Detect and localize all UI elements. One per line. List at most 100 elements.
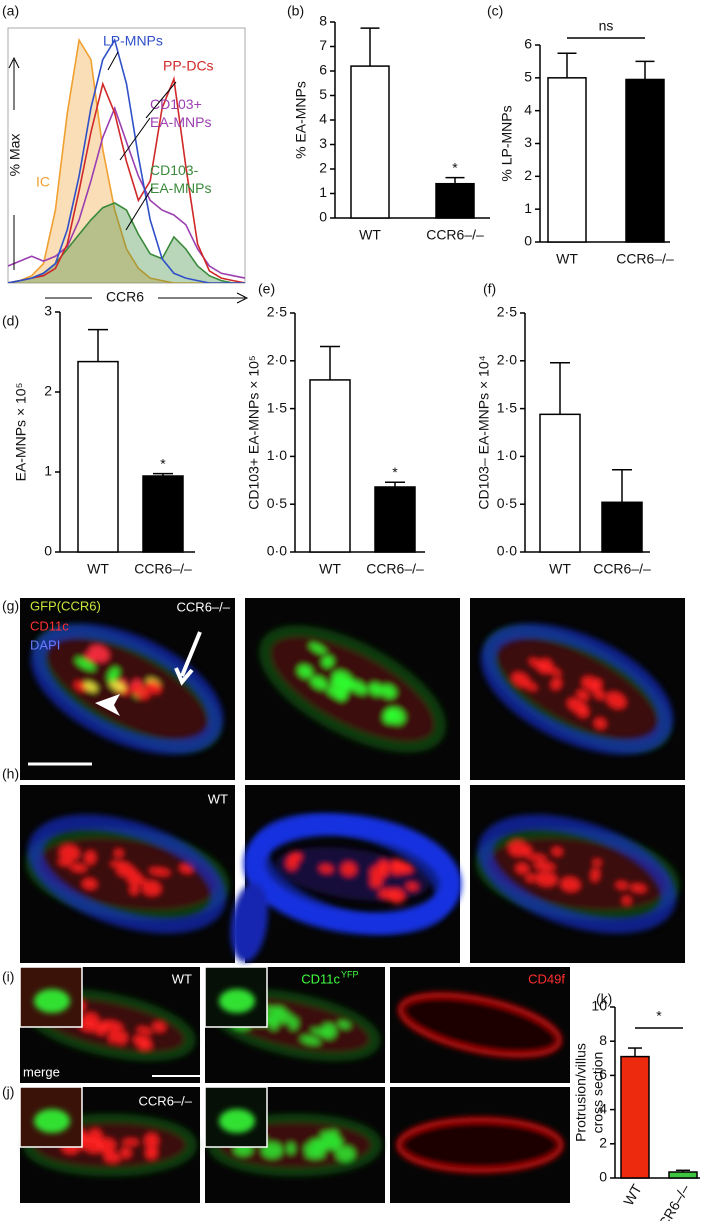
y-tick-label: 2·5 [267,304,287,320]
bar [668,1171,698,1179]
cell [342,678,354,691]
cell [272,1006,286,1016]
y-tick-label: 1·0 [267,447,287,463]
y-tick-label: 3 [319,135,327,151]
significance-label: * [656,1008,662,1024]
x-tick-label: CCR6–/– [366,561,424,577]
y-tick-label: 2·0 [497,352,517,368]
cell [309,643,327,654]
dapi-overlay [27,814,227,934]
cell [551,677,562,690]
panel-label: (h) [2,766,19,782]
cell [114,849,123,858]
y-tick-label: 0 [599,1169,607,1185]
cell [508,840,528,857]
cell [152,1021,166,1032]
series-label: CD103+ EA-MNPs [150,96,211,130]
x-axis-label: CCR6 [106,289,144,305]
panel-label: (c) [487,3,503,19]
plot-frame [7,27,246,284]
cell [341,862,357,877]
bar [539,413,581,553]
x-tick-label: WT [620,1181,645,1208]
cell [337,1021,351,1029]
bar [620,1055,650,1179]
marker-label: CD11c [301,971,340,986]
cell [368,683,383,696]
cell [297,665,313,678]
cell [526,874,536,882]
y-tick-label: 2·0 [267,352,287,368]
y-tick-label: 0·5 [267,495,287,511]
cell [593,689,606,700]
y-axis-label: % LP-MNPs [499,105,515,181]
series-label: CD103-EA-MNPs [150,162,211,196]
y-axis-label: CD103– EA-MNPs × 10⁴ [476,355,492,509]
x-arrow [45,292,249,304]
cell [630,884,647,893]
cell [551,847,563,856]
label-pointer [125,187,153,231]
histogram-line [8,75,245,283]
y-tick-label: 1 [44,463,52,479]
cell [591,867,600,882]
y-tick-label: 0·0 [267,543,287,559]
cell [370,876,383,888]
y-tick-label: 4 [319,111,327,127]
inset-cell [219,1109,255,1133]
cell [310,1139,329,1146]
cell [120,1147,132,1159]
y-axis-label: % EA-MNPs [293,81,309,159]
series-label: IC [36,174,50,190]
channel-label: GFP(CCR6) [30,598,101,613]
channel-label: DAPI [30,637,60,652]
cell [83,681,98,692]
cell [546,666,562,676]
cell [115,1031,128,1045]
y-tick-label: 2 [524,167,532,183]
y-tick-label: 0·0 [497,543,517,559]
cell [393,865,411,873]
y-tick-label: 2 [319,160,327,176]
y-tick-label: 5 [319,86,327,102]
y-tick-label: 0 [524,233,532,249]
cell [529,658,549,671]
cell [380,684,396,699]
y-tick-label: 1·5 [497,399,517,415]
cell [88,1128,103,1145]
cell [378,859,390,870]
cell [81,1013,100,1028]
significance-label: * [392,464,398,480]
cell [577,706,589,718]
inset-cell [34,1109,70,1133]
dapi-overlay [480,623,674,755]
arrowhead [95,694,120,716]
panel-label: (d) [2,313,19,329]
cell [59,845,80,862]
y-tick-label: 1·5 [267,399,287,415]
cell [383,708,397,724]
panel-label: (e) [258,281,275,297]
significance-label: * [160,455,166,471]
panel-label: (i) [2,969,14,985]
cell [84,850,96,865]
y-tick-label: 1 [319,184,327,200]
cell [321,1023,337,1039]
y-tick-label: 0 [44,543,52,559]
dapi-overlay [477,814,677,934]
y-tick-label: 8 [599,1032,607,1048]
cell [108,1028,118,1043]
cell [310,676,328,690]
x-tick-label: WT [359,227,381,243]
y-tick-label: 4 [524,101,532,117]
genotype-label: WT [208,791,228,806]
y-tick-label: 3 [44,303,52,319]
tissue [396,1116,564,1174]
panel-label: (f) [483,281,496,297]
cell [576,690,589,700]
arrow [174,631,202,686]
cell [335,1146,355,1162]
cell [322,656,334,668]
bar [435,182,475,219]
